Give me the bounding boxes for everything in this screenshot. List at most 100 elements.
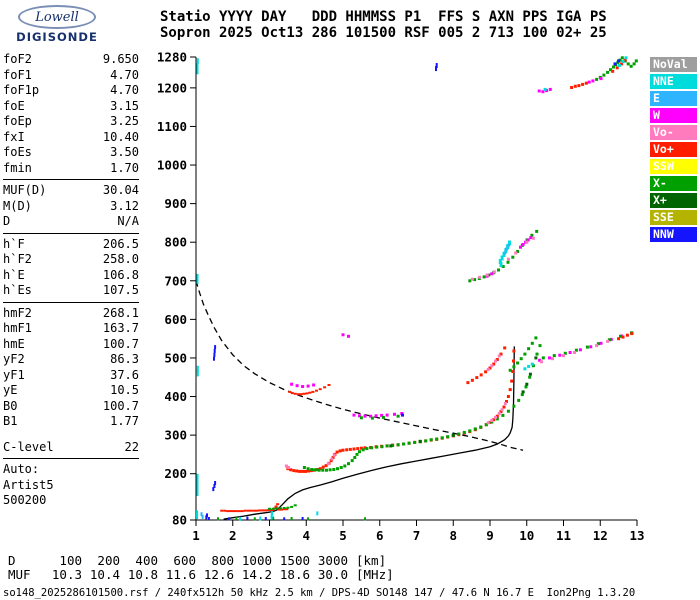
param-label: foF1 [3,67,32,82]
param-value: 100.7 [102,398,139,413]
table-cell: 3000 [317,553,348,568]
param-label: foEp [3,114,32,128]
param-separator [3,458,139,459]
param-value: 3.25 [110,114,139,128]
x-tick-label: 3 [266,528,274,543]
o-mode-F-trace [286,349,516,473]
param-row: C-level 22 [3,440,139,456]
param-label: fmin [3,160,32,175]
param-value: 107.5 [102,283,139,297]
mid-scatter-green [359,414,400,420]
param-label: foE [3,98,25,113]
param-value: 9.650 [102,52,139,66]
table-cell: 400 [135,553,158,568]
y-tick-label: 800 [164,235,187,250]
param-row: fxI 10.40 [3,130,139,146]
param-separator [3,301,139,303]
y-tick-label: 1100 [157,119,187,134]
second-hop-F-red [466,346,507,385]
second-hop-F-pink [486,354,501,371]
param-value: 30.04 [102,183,139,197]
param-row: M(D) 3.12 [3,199,139,215]
cyan-above-knee [523,362,534,371]
param-value: 206.5 [102,236,139,251]
param-row: foF1p 4.70 [3,83,139,99]
top-cluster-magenta [537,77,603,94]
table-row-label: MUF [8,567,31,582]
parameter-panel: foF2 9.650 foF1 4.70 foF1p 4.70 foE 3.15 foEp 3.2… [3,52,139,509]
bottom-noise-green [217,516,366,521]
param-row: yF1 37.6 [3,368,139,384]
ionogram-plot: 1280120011001000900800700600500400300200… [157,50,645,544]
stray-magenta [341,333,350,338]
upper-cluster-lightblue [503,243,510,255]
header-field-values-line: Sopron 2025 Oct13 286 101500 RSF 005 2 7… [160,25,607,41]
status-bar: so148_2025286101500.rsf / 240fx512h 50 k… [3,587,636,599]
param-label: D [3,214,11,228]
header-block: Statio YYYY DAY DDD HHMMSS P1 FFS S AXN … [160,9,607,41]
x-tick-label: 7 [413,528,421,543]
legend-item-vo-: Vo- [650,125,697,140]
param-value: 3.50 [110,145,139,159]
legend-item-nne: NNE [650,74,697,89]
param-value: 268.1 [102,305,139,320]
parameter-group: foF2 9.650 foF1 4.70 foF1p 4.70 foE 3.15 foEp 3.2… [3,52,139,176]
param-row: h`F2 258.0 [3,252,139,268]
param-row: hmF2 268.1 [3,306,139,322]
legend-item-e: E [650,91,697,106]
y-tick-label: 1000 [157,158,187,173]
x-tick-label: 5 [339,528,347,543]
vo-minus-on-trace [284,402,507,469]
logo-digisonde-text: DIGISONDE [16,30,98,44]
param-separator [3,179,139,180]
param-label: yF1 [3,367,25,382]
param-label: foEs [3,145,32,159]
param-label: h`E [3,267,25,282]
table-cell: 12.6 [203,567,234,582]
table-cell: 10.3 [51,567,82,582]
x-tick-label: 10 [519,528,534,543]
header-field-names-line: Statio YYYY DAY DDD HHMMSS P1 FFS S AXN … [160,9,607,25]
param-label: foF1p [3,83,40,97]
top-cluster-blue [613,59,621,66]
top-cluster-red [570,58,627,89]
table-unit: [MHz] [356,567,394,582]
legend-item-vo-: Vo+ [650,142,697,157]
table-cell: 1000 [241,553,272,568]
lowell-digisonde-logo: Lowell DIGISONDE [6,5,108,44]
y-tick-label: 300 [164,428,187,443]
x-tick-label: 4 [302,528,310,543]
y-tick-label: 1280 [157,50,187,65]
param-label: C-level [3,439,54,454]
table-cell: 100 [59,553,82,568]
autoscaling-info-line: 500200 [3,493,47,507]
param-value: 1.77 [110,414,139,428]
param-value: N/A [117,214,139,228]
x-tick-label: 8 [449,528,457,543]
second-hop-low-magenta [290,382,316,388]
param-row: h`E 106.8 [3,268,139,284]
x-tick-label: 13 [629,528,644,543]
param-row: D N/A [3,214,139,230]
x-tick-label: 2 [229,528,237,543]
table-cell: 18.6 [279,567,310,582]
param-row: foEs 3.50 [3,145,139,161]
param-value: 106.8 [102,267,139,282]
parameter-group: C-level 22 [3,440,139,456]
noise-blue-top [435,63,438,72]
param-value: 3.15 [110,98,139,113]
param-row: yE 10.5 [3,383,139,399]
param-row: fmin 1.70 [3,161,139,177]
legend-item-sse: SSE [650,210,697,225]
upper-cluster-pink [470,236,535,281]
distance-row: D 100 200 400 600 800 1000 1500 3000 [km] [8,554,394,568]
param-row: B0 100.7 [3,399,139,415]
param-value: 1.70 [110,160,139,175]
table-cell: 10.8 [127,567,158,582]
table-cell: 800 [211,553,234,568]
y-tick-label: 600 [164,312,187,327]
o-mode-E-trace [220,503,280,513]
y-tick-label: 80 [172,513,187,528]
param-label: h`F [3,236,25,251]
param-value: 86.3 [110,352,139,366]
